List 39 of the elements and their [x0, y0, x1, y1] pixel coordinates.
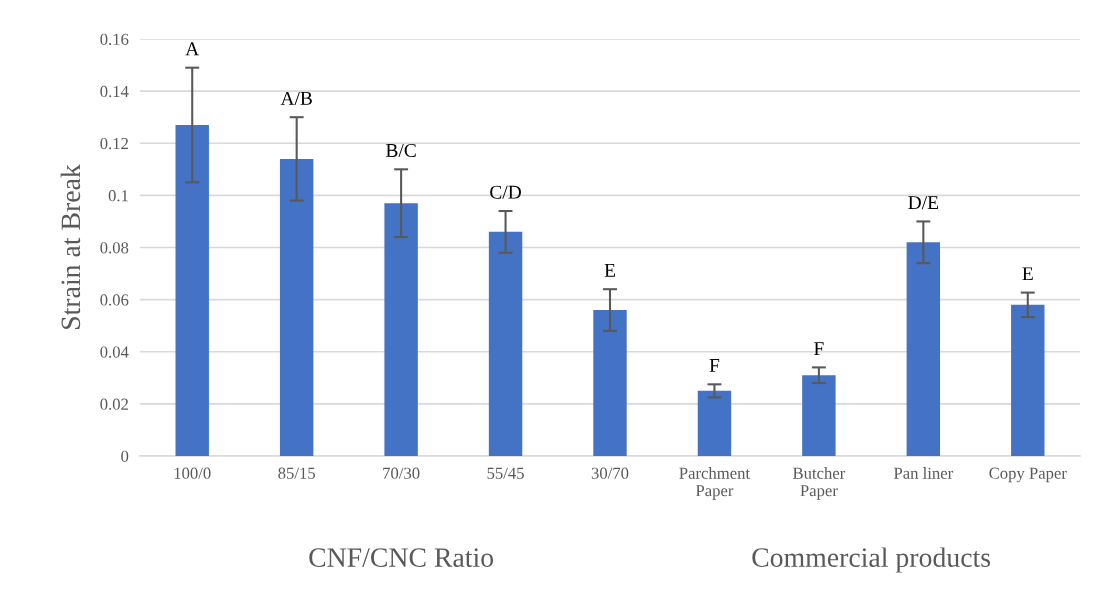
y-tick-label: 0.1 — [108, 190, 128, 202]
x-tick-label: 85/15 — [278, 467, 315, 479]
annotation: E — [1022, 267, 1033, 281]
x-tick-label: 30/70 — [591, 467, 629, 479]
bar — [384, 203, 418, 456]
bar — [1011, 304, 1045, 456]
x-tick-label: 100/0 — [174, 467, 211, 479]
text: Commercial products — [752, 547, 991, 573]
x-tick-label: Copy Paper — [989, 467, 1067, 483]
bar — [697, 390, 732, 456]
x-tick-label: 55/45 — [487, 467, 524, 479]
y-tick-label: 0.04 — [100, 346, 129, 358]
annotation: D/E — [908, 196, 939, 210]
y-tick-label: 0.14 — [100, 85, 129, 98]
y-tick-label: 0.08 — [100, 242, 129, 254]
annotation: B/C — [386, 143, 416, 158]
annotation: E — [604, 263, 615, 277]
bar — [802, 375, 836, 456]
y-tick-label: 0.12 — [100, 137, 128, 150]
bar — [593, 310, 627, 456]
annotation: F — [814, 342, 824, 355]
y-tick-label: 0.02 — [100, 398, 128, 410]
text: CNF/CNC Ratio — [309, 548, 494, 567]
bar — [488, 231, 523, 456]
annotation: C/D — [490, 185, 521, 199]
x-tick-label: Butcher Paper — [792, 467, 846, 500]
bar — [906, 242, 941, 456]
y-tick-label: 0 — [121, 450, 129, 462]
x-tick-label: Parchment Paper — [679, 467, 750, 500]
annotation: A/B — [280, 91, 312, 105]
annotation: A — [185, 42, 200, 56]
x-tick-label: 70/30 — [383, 467, 420, 479]
x-tick-label: Pan liner — [893, 467, 954, 479]
bar — [279, 158, 314, 456]
annotation: F — [709, 359, 720, 372]
y-tick-label: 0.16 — [100, 33, 129, 46]
y-axis-title: Strain at Break — [60, 164, 81, 329]
bar — [175, 125, 209, 456]
y-tick-label: 0.06 — [100, 294, 129, 306]
